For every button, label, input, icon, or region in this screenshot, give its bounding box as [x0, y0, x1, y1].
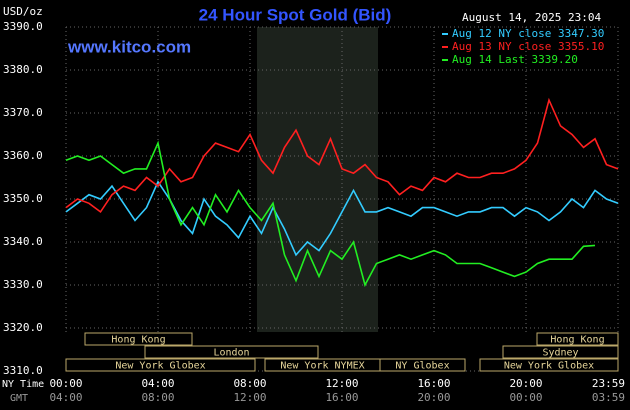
session-box: [65, 358, 256, 372]
legend-label: Aug 14 Last 3339.20: [452, 53, 578, 66]
x-tick-label: 16:00: [417, 377, 450, 390]
x-tick-label: 23:59: [592, 377, 625, 390]
timestamp: August 14, 2025 23:04: [462, 11, 601, 24]
x-tick-label: 08:00: [233, 377, 266, 390]
session-label: Hong Kong: [111, 335, 165, 346]
x-tick-label: 04:00: [141, 377, 174, 390]
legend-label: Aug 12 NY close 3347.30: [452, 27, 604, 40]
session-box: [502, 345, 619, 359]
y-tick-label: 3320.0: [3, 321, 43, 334]
session-box: [479, 358, 619, 372]
series-line: [65, 180, 619, 257]
x2-axis-label: GMT: [10, 393, 28, 404]
session-box: [84, 332, 193, 346]
x-tick-label: 00:00: [49, 377, 82, 390]
y-tick-label: 3360.0: [3, 149, 43, 162]
y-tick-label: 3330.0: [3, 278, 43, 291]
session-box: [379, 358, 466, 372]
x2-tick-label: 12:00: [233, 391, 266, 404]
x2-tick-label: 03:59: [592, 391, 625, 404]
x2-tick-label: 20:00: [417, 391, 450, 404]
session-label: NY Globex: [395, 361, 449, 372]
session-label: New York Globex: [115, 361, 205, 372]
y-tick-label: 3390.0: [3, 20, 43, 33]
session-label: New York NYMEX: [280, 361, 364, 372]
x2-tick-label: 16:00: [325, 391, 358, 404]
nymex-shade: [257, 27, 378, 332]
session-box: [144, 345, 319, 359]
x2-tick-label: 04:00: [49, 391, 82, 404]
legend-label: Aug 13 NY close 3355.10: [452, 40, 604, 53]
x-tick-label: 12:00: [325, 377, 358, 390]
session-label: London: [213, 348, 249, 359]
session-label: Hong Kong: [550, 335, 604, 346]
series-line: [65, 140, 596, 288]
session-label: Sydney: [542, 348, 578, 359]
y-axis-label: USD/oz: [3, 5, 43, 18]
series-line: [65, 97, 619, 214]
y-tick-label: 3380.0: [3, 63, 43, 76]
chart-title: 24 Hour Spot Gold (Bid): [199, 5, 392, 24]
y-tick-label: 3370.0: [3, 106, 43, 119]
session-label: New York Globex: [504, 361, 594, 372]
y-tick-label: 3310.0: [3, 364, 43, 377]
y-tick-label: 3340.0: [3, 235, 43, 248]
x-axis-label: NY Time: [2, 379, 44, 390]
y-tick-label: 3350.0: [3, 192, 43, 205]
session-box: [536, 332, 619, 346]
x2-tick-label: 08:00: [141, 391, 174, 404]
x-tick-label: 20:00: [509, 377, 542, 390]
source: www.kitco.com: [67, 37, 191, 56]
x2-tick-label: 00:00: [509, 391, 542, 404]
